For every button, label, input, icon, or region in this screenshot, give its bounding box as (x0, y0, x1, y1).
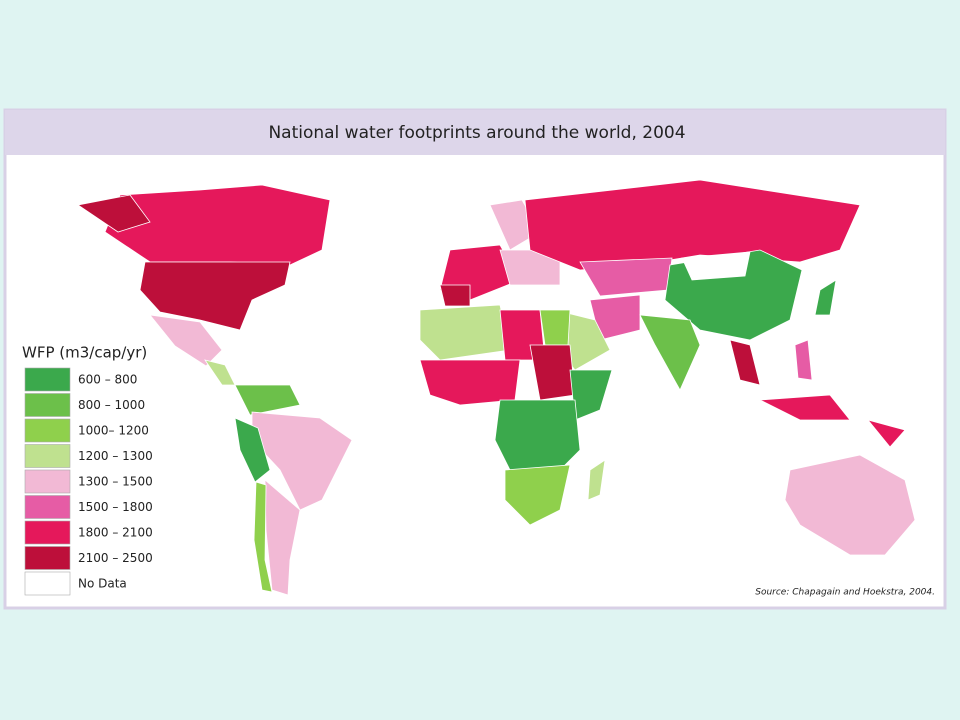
india (639, 314, 701, 391)
mongolia (681, 251, 751, 281)
egypt (539, 309, 571, 346)
indonesia (758, 394, 851, 421)
peru (234, 417, 271, 483)
chile (253, 481, 273, 593)
source: Source: Chapagain and Hoekstra, 2004. (755, 588, 935, 598)
indochina (729, 339, 761, 386)
legend-label: 1000– 1200 (78, 424, 149, 438)
philippines (794, 339, 813, 381)
legend: 600 – 800 800 – 1000 1000– 1200 1200 – 1300… (24, 367, 153, 596)
header-band (5, 110, 945, 155)
legend-swatch (24, 444, 71, 468)
iberia (439, 284, 471, 307)
usa (139, 261, 291, 331)
legend-swatch (24, 520, 71, 545)
legend-swatch (24, 367, 71, 392)
legend-label: 1500 – 1800 (78, 500, 153, 514)
australia (784, 454, 916, 556)
papua-new-guinea (866, 419, 906, 448)
argentina (264, 479, 301, 596)
legend-label: 1300 – 1500 (78, 475, 153, 489)
japan (814, 279, 837, 316)
central-africa (494, 399, 581, 471)
legend-swatch (24, 393, 71, 417)
madagascar (587, 459, 606, 501)
mexico (149, 314, 223, 367)
legend-title: WFP (m3/cap/yr) (22, 344, 147, 362)
legend-label: 1800 – 2100 (78, 526, 153, 540)
map-title: National water footprints around the wor… (268, 123, 685, 143)
legend-label: 2100 – 2500 (78, 551, 153, 565)
legend-swatch (24, 469, 71, 494)
legend-swatch (24, 546, 71, 570)
legend-label: 800 – 1000 (78, 398, 145, 412)
legend-swatch (24, 418, 71, 443)
canada (104, 184, 331, 266)
legend-swatch (24, 495, 71, 519)
legend-swatch (24, 571, 71, 596)
legend-label: No Data (78, 577, 127, 591)
northern-south-america (234, 384, 301, 416)
southern-africa (504, 464, 571, 526)
legend-label: 600 – 800 (78, 373, 137, 387)
west-africa (419, 359, 521, 406)
alaska (76, 194, 151, 233)
world-map (76, 164, 916, 596)
north-west-africa (419, 304, 511, 361)
legend-label: 1200 – 1300 (78, 449, 153, 463)
